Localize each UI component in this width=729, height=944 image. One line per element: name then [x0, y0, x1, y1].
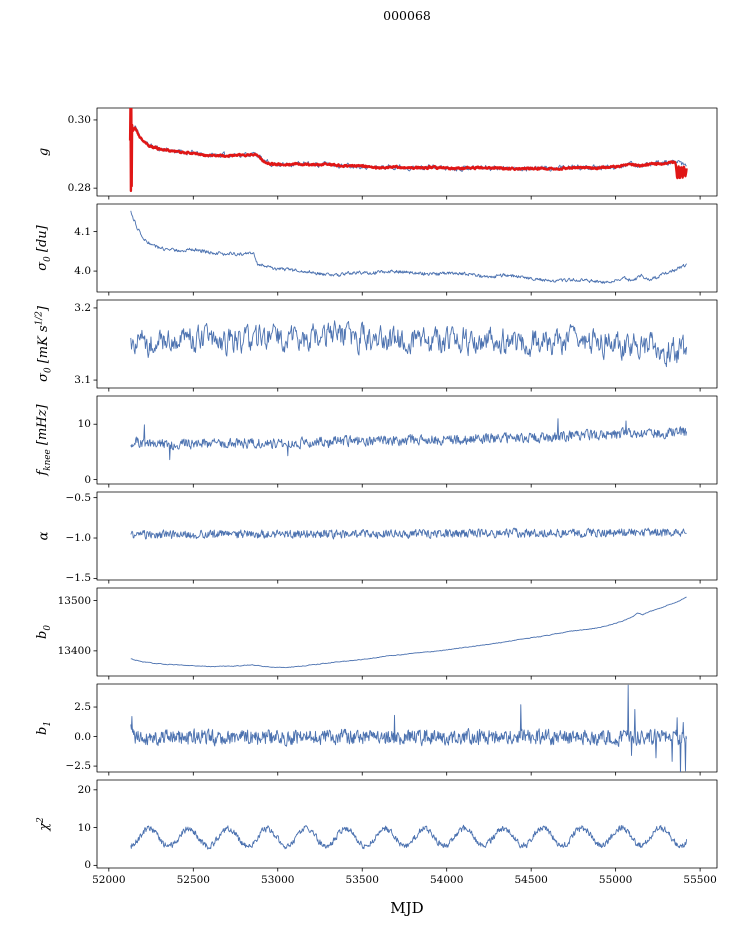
x-axis-label: MJD — [390, 899, 424, 917]
figure-title: 000068 — [383, 8, 431, 23]
